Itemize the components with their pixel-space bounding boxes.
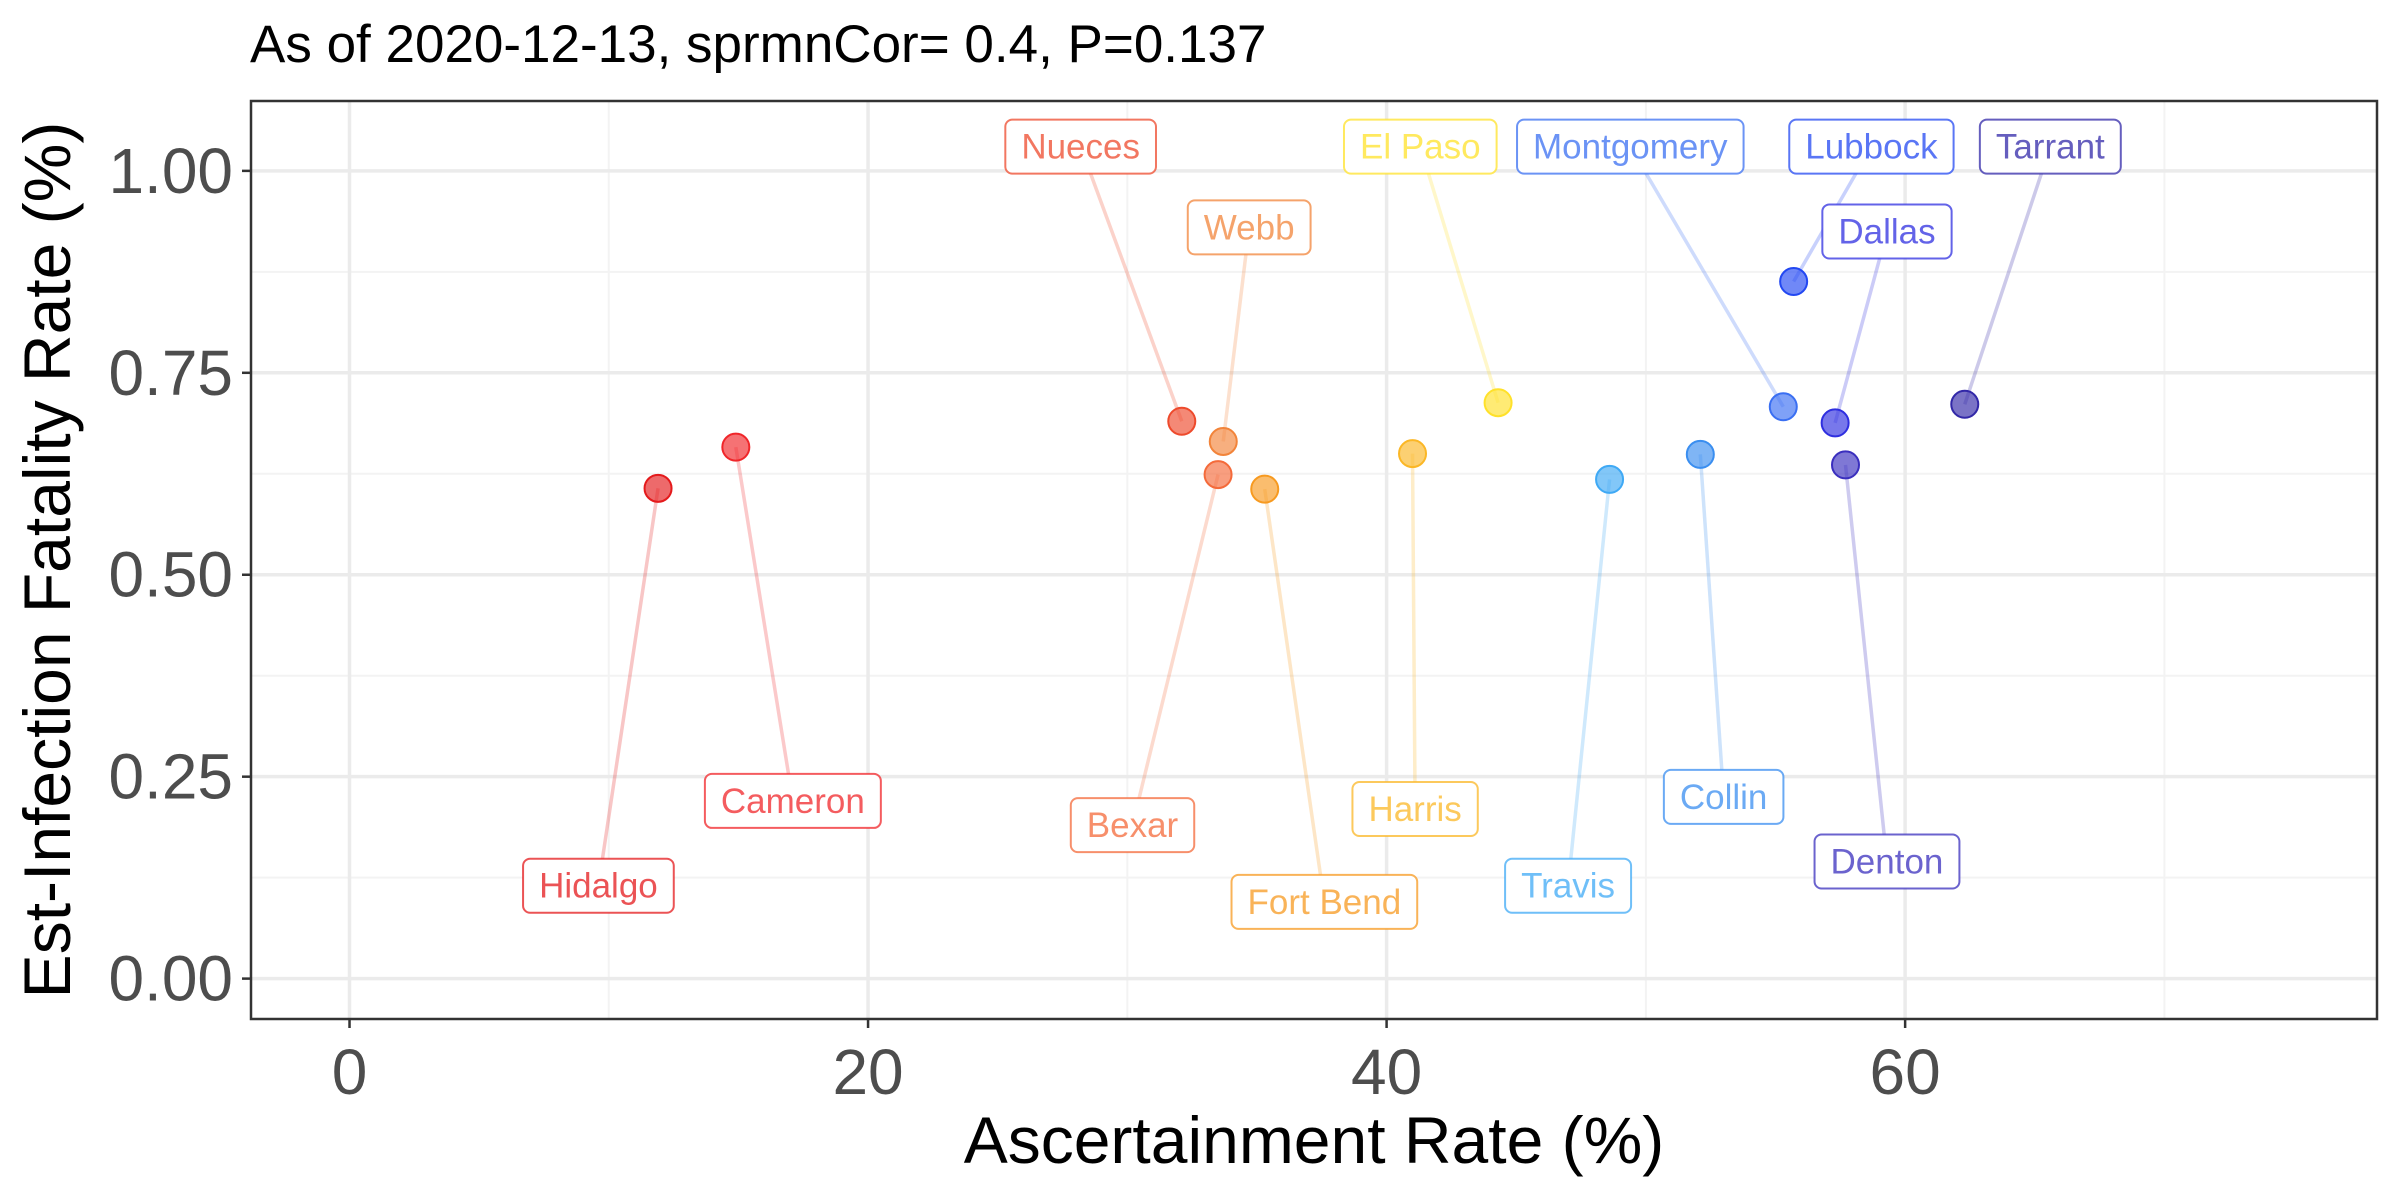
data-point (1779, 267, 1809, 297)
leader-line (734, 446, 795, 802)
leader-line (1698, 454, 1726, 797)
point-label-text: Travis (1521, 867, 1615, 906)
leader-line (1843, 464, 1889, 862)
point-label-box (1342, 118, 1498, 175)
point-label-box (1821, 203, 1953, 260)
axes: 0 20 40 60 0.00 0.25 0.50 0.75 1.00 (108, 135, 1940, 1108)
point-label-box (1230, 873, 1419, 930)
point-label-text: Denton (1831, 842, 1944, 881)
point-label-text: Harris (1368, 790, 1461, 829)
chart-title: As of 2020-12-13, sprmnCor= 0.4, P=0.137 (250, 15, 1266, 74)
leader-line (1263, 488, 1327, 903)
point-label: Tarrant (1978, 118, 2122, 175)
point-label-box (522, 857, 675, 914)
data-point (1595, 464, 1625, 494)
point-label-box (1004, 118, 1157, 175)
leader-line (1833, 230, 1889, 424)
y-axis-title: Est-Infection Fatality Rate (%) (10, 122, 84, 999)
data-point (1203, 460, 1233, 490)
point-label-box (1186, 199, 1312, 256)
point-label-text: Collin (1680, 778, 1768, 817)
point-label: Webb (1186, 199, 1312, 256)
leader-line (1410, 453, 1417, 809)
x-tick-label: 20 (832, 1036, 903, 1108)
point-label: Travis (1504, 857, 1633, 914)
point-label: Lubbock (1788, 118, 1955, 175)
point-label-box (1504, 857, 1633, 914)
leader-line (1566, 479, 1612, 886)
point-label: Dallas (1821, 203, 1953, 260)
x-tick-label: 60 (1870, 1036, 1941, 1108)
point-label-text: Dallas (1838, 212, 1935, 251)
point-label-text: Bexar (1087, 806, 1179, 845)
point-label: Bexar (1069, 797, 1196, 854)
point-label-text: Fort Bend (1248, 883, 1402, 922)
point-labels: Hidalgo Cameron Nueces Bexar Webb Fort Bend Ha… (522, 118, 2122, 930)
y-tick-label: 1.00 (108, 135, 233, 207)
y-tick-label: 0.50 (108, 539, 233, 611)
x-tick-label: 0 (332, 1036, 368, 1108)
leader-line (1628, 145, 1785, 408)
data-point (721, 432, 751, 462)
data-point (1831, 450, 1860, 480)
point-label-text: Cameron (721, 782, 865, 821)
point-label: Nueces (1004, 118, 1157, 175)
leader-line (1130, 474, 1220, 826)
point-label-text: Lubbock (1805, 128, 1938, 167)
point-label-box (1978, 118, 2122, 175)
leader-line (1963, 146, 2052, 405)
data-point (1685, 439, 1715, 469)
data-point (1768, 392, 1798, 422)
point-label: Denton (1813, 833, 1961, 890)
y-tick-label: 0.75 (108, 337, 233, 409)
data-points (643, 267, 1980, 504)
point-label-box (1788, 118, 1955, 175)
point-label-text: Tarrant (1996, 128, 2105, 167)
data-point (1483, 388, 1513, 418)
data-point (1398, 439, 1428, 469)
point-label: El Paso (1342, 118, 1498, 175)
point-label: Harris (1351, 780, 1479, 837)
point-label-text: Montgomery (1533, 128, 1728, 167)
point-label: Collin (1662, 768, 1785, 825)
point-label-text: Webb (1204, 208, 1295, 247)
leader-line (1221, 227, 1251, 442)
leader-line (1079, 146, 1184, 422)
leader-line (596, 488, 660, 886)
plot-panel-border (249, 99, 2379, 1021)
x-axis-title: Ascertainment Rate (%) (964, 1103, 1665, 1177)
y-tick-label: 0.25 (108, 741, 233, 813)
point-label-box (1351, 780, 1479, 837)
point-label-text: Nueces (1021, 128, 1140, 167)
point-label: Hidalgo (522, 857, 675, 914)
y-tick-label: 0.00 (108, 943, 233, 1015)
point-label-text: Hidalgo (539, 867, 658, 906)
x-tick-label: 40 (1351, 1036, 1422, 1108)
point-label-box (1516, 118, 1745, 175)
data-point (1208, 426, 1238, 456)
data-point (1167, 406, 1197, 436)
data-point (1250, 474, 1280, 504)
point-label-box (1069, 797, 1196, 854)
data-point (1950, 389, 1980, 419)
point-label-text: El Paso (1360, 128, 1481, 167)
data-point (1820, 408, 1850, 438)
point-label-box (1662, 768, 1785, 825)
point-label-box (703, 772, 882, 829)
leader-line (1418, 146, 1500, 404)
point-label: Fort Bend (1230, 873, 1419, 930)
point-label: Cameron (703, 772, 882, 829)
data-point (643, 473, 673, 503)
point-label-box (1813, 833, 1961, 890)
point-label: Montgomery (1516, 118, 1745, 175)
